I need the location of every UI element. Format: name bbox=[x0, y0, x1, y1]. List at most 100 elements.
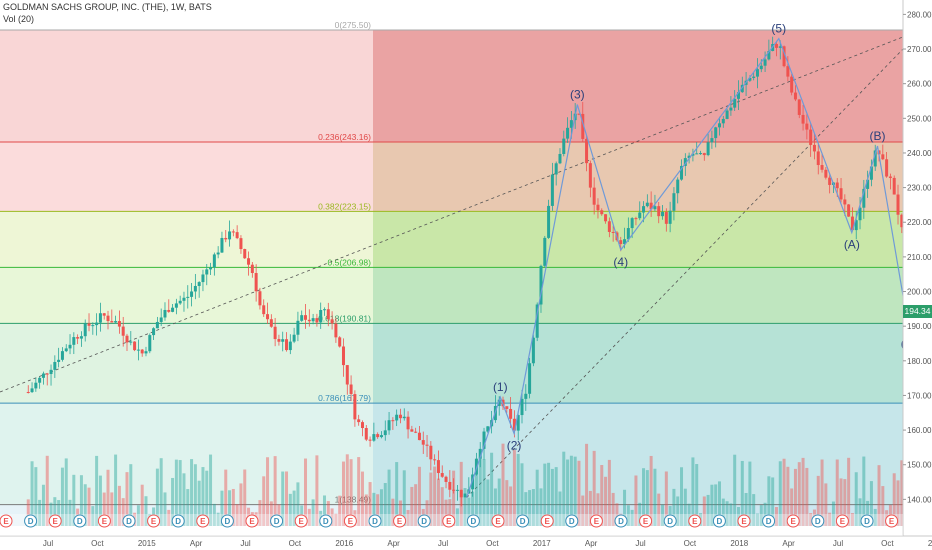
volume-bar bbox=[744, 493, 748, 526]
candle-body bbox=[288, 341, 292, 351]
volume-bar bbox=[357, 457, 361, 526]
candle-body bbox=[57, 359, 61, 362]
candle-body bbox=[193, 285, 197, 292]
candle-body bbox=[805, 123, 809, 130]
candle-body bbox=[759, 65, 763, 70]
volume-bar bbox=[315, 455, 319, 526]
volume-bar bbox=[877, 465, 881, 526]
candle-body bbox=[228, 231, 232, 240]
volume-bar bbox=[467, 497, 471, 526]
volume-bar bbox=[809, 513, 813, 526]
candle-body bbox=[106, 315, 110, 322]
y-tick-label: 220.00 bbox=[907, 218, 932, 227]
volume-bar bbox=[778, 461, 782, 526]
candle-body bbox=[349, 384, 353, 395]
x-tick-label: 2016 bbox=[335, 539, 353, 548]
candle-body bbox=[558, 153, 562, 164]
volume-bar bbox=[379, 489, 383, 526]
earnings-label: E bbox=[348, 517, 354, 526]
volume-bar bbox=[839, 478, 843, 526]
volume-bar bbox=[455, 508, 459, 526]
volume-bar bbox=[596, 493, 600, 526]
earnings-marker bbox=[0, 514, 13, 528]
volume-bar bbox=[34, 467, 38, 526]
volume-bar bbox=[566, 459, 570, 526]
candle-body bbox=[592, 187, 596, 205]
volume-bar bbox=[664, 471, 668, 526]
volume-bar bbox=[330, 508, 334, 526]
fib-label-0.236: 0.236(243.16) bbox=[318, 132, 371, 142]
candle-body bbox=[266, 314, 270, 320]
fib-zone-right-1 bbox=[373, 142, 903, 212]
candle-body bbox=[345, 365, 349, 385]
candle-body bbox=[793, 92, 797, 100]
candle-body bbox=[691, 153, 695, 156]
earnings-label: E bbox=[3, 517, 9, 526]
volume-bar bbox=[649, 455, 653, 526]
volume-bar bbox=[345, 454, 349, 526]
candle-body bbox=[683, 158, 687, 166]
volume-bar bbox=[718, 481, 721, 526]
volume-bar bbox=[243, 469, 247, 526]
dividend-label: D bbox=[864, 517, 870, 526]
candle-body bbox=[315, 318, 319, 323]
fib-zone-right-4 bbox=[373, 323, 903, 404]
volume-bar bbox=[630, 509, 634, 526]
dividend-label: D bbox=[77, 517, 83, 526]
candle-body bbox=[862, 188, 866, 208]
volume-bar bbox=[604, 476, 608, 526]
candle-body bbox=[387, 420, 391, 431]
candle-body bbox=[585, 138, 589, 164]
volume-bar bbox=[471, 491, 475, 526]
x-tick-label: Oct bbox=[289, 539, 302, 548]
volume-bar bbox=[341, 461, 345, 526]
candle-body bbox=[516, 415, 520, 431]
volume-bar bbox=[490, 452, 494, 526]
volume-bar bbox=[725, 501, 729, 526]
candle-body bbox=[391, 420, 395, 422]
dividend-label: D bbox=[815, 517, 821, 526]
y-tick-label: 250.00 bbox=[907, 114, 932, 123]
wave-label: (B) bbox=[870, 129, 886, 143]
earnings-label: E bbox=[643, 517, 649, 526]
candle-body bbox=[512, 418, 516, 431]
candle-body bbox=[368, 439, 372, 441]
volume-bar bbox=[311, 499, 315, 526]
candle-body bbox=[440, 473, 444, 477]
earnings-label: E bbox=[692, 517, 698, 526]
volume-bar bbox=[364, 494, 368, 526]
x-tick-label: 2019 bbox=[928, 539, 932, 548]
volume-bar bbox=[881, 486, 885, 526]
candles bbox=[26, 36, 923, 507]
volume-bar bbox=[201, 467, 205, 526]
volume-bar bbox=[729, 503, 733, 526]
candle-body bbox=[801, 114, 805, 124]
volume-bar bbox=[95, 455, 99, 526]
volume-bar bbox=[706, 494, 710, 526]
volume-bar bbox=[721, 498, 725, 526]
volume-bar bbox=[581, 495, 585, 526]
volume-bar bbox=[558, 491, 562, 526]
x-tick-label: Oct bbox=[684, 539, 697, 548]
volume-bar bbox=[509, 486, 513, 526]
candle-body bbox=[729, 107, 733, 111]
volume-bar bbox=[38, 499, 42, 526]
dividend-marker bbox=[663, 514, 677, 528]
earnings-marker bbox=[540, 514, 554, 528]
dividend-marker bbox=[417, 514, 431, 528]
volume-bar bbox=[793, 468, 797, 526]
candle-body bbox=[414, 431, 418, 433]
volume-bar bbox=[167, 509, 171, 526]
volume-bar bbox=[847, 457, 851, 526]
wave-label: (1) bbox=[493, 380, 508, 394]
dividend-marker bbox=[762, 514, 776, 528]
volume-bar bbox=[83, 484, 87, 526]
candle-body bbox=[444, 476, 448, 482]
dividend-label: D bbox=[274, 517, 280, 526]
dividend-label: D bbox=[766, 517, 772, 526]
candle-body bbox=[634, 218, 638, 220]
candle-body bbox=[812, 144, 816, 152]
candle-body bbox=[379, 435, 383, 438]
fib-label-0.786: 0.786(167.79) bbox=[318, 393, 371, 403]
